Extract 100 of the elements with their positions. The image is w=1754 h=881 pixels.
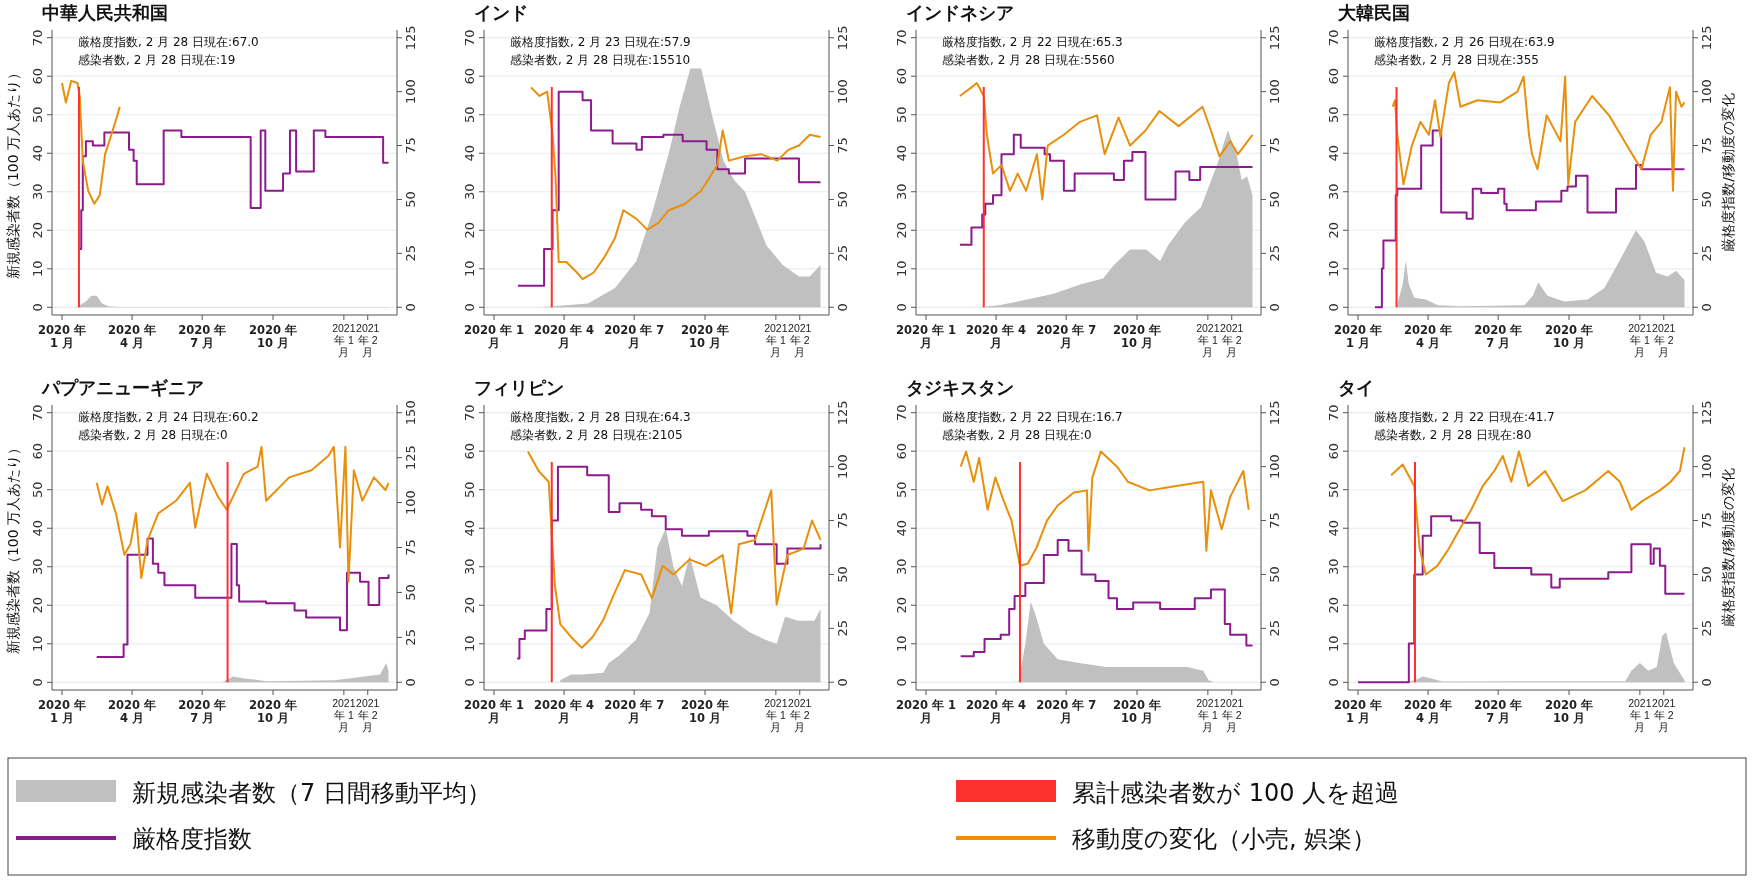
x-tick-label: 2020 年 10 月	[249, 698, 298, 726]
y-tick-label: 30	[1326, 558, 1341, 576]
y2-tick-label: 25	[835, 620, 850, 637]
y-tick-label: 10	[30, 635, 45, 653]
y-tick-label: 30	[30, 183, 45, 201]
y2-tick-label: 0	[403, 678, 418, 687]
y2-tick-label: 100	[403, 79, 418, 105]
y2-tick-label: 75	[1699, 137, 1714, 154]
y-tick-label: 0	[1326, 678, 1341, 687]
y2-tick-label: 0	[835, 303, 850, 312]
y-tick-label: 70	[1326, 404, 1341, 421]
x-tick-label: 2020 年 1 月	[464, 698, 525, 726]
y2-tick-label: 50	[835, 191, 850, 208]
y2-tick-label: 0	[1267, 678, 1282, 687]
line-series	[526, 450, 822, 649]
y-tick-label: 10	[894, 260, 909, 278]
y-tick-label: 20	[1326, 597, 1341, 614]
y2-tick-label: 25	[1267, 245, 1282, 262]
chart-title: タジキスタン	[906, 377, 1014, 398]
y-tick-label: 20	[894, 597, 909, 614]
x-tick-label: 2020 年 4 月	[966, 698, 1027, 726]
y2-tick-label: 25	[1699, 620, 1714, 637]
x-tick-label: 2021 年 2 月	[1220, 322, 1244, 359]
y2-tick-label: 125	[835, 25, 850, 51]
y2-tick-label: 50	[1267, 566, 1282, 583]
y-tick-label: 0	[1326, 303, 1341, 312]
chart-title: インド	[474, 2, 528, 23]
x-tick-label: 2020 年 4 月	[108, 698, 157, 726]
x-tick-label: 2020 年 4 月	[1404, 698, 1453, 726]
y-tick-label: 0	[894, 303, 909, 312]
annotation: 感染者数, 2 月 28 日現在:5560	[942, 53, 1115, 67]
y2-tick-label: 100	[1267, 79, 1282, 105]
y-tick-label: 40	[462, 519, 477, 537]
y-tick-label: 30	[1326, 183, 1341, 201]
chart-title: インドネシア	[906, 2, 1014, 23]
x-tick-label: 2020 年 1 月	[896, 698, 957, 726]
annotation: 感染者数, 2 月 28 日現在:0	[78, 428, 228, 442]
x-tick-label: 2021 年 1 月	[1628, 322, 1652, 359]
y-tick-label: 50	[894, 106, 909, 123]
x-tick-label: 2021 年 2 月	[356, 322, 380, 359]
x-tick-label: 2021 年 1 月	[764, 322, 788, 359]
y2-tick-label: 100	[1699, 79, 1714, 105]
y2-tick-label: 125	[1267, 400, 1282, 426]
line-series	[1391, 71, 1686, 192]
chart-title: パプアニューギニア	[41, 377, 204, 398]
annotation: 感染者数, 2 月 28 日現在:15510	[510, 53, 691, 67]
x-tick-label: 2021 年 1 月	[1196, 322, 1220, 359]
annotation: 厳格度指数, 2 月 22 日現在:41.7	[1374, 410, 1555, 424]
x-tick-label: 2020 年 10 月	[681, 698, 730, 726]
y-tick-label: 20	[30, 597, 45, 614]
x-tick-label: 2021 年 1 月	[764, 697, 788, 734]
y-tick-label: 20	[894, 222, 909, 239]
y-tick-label: 70	[30, 29, 45, 46]
y2-tick-label: 25	[403, 629, 418, 646]
y-tick-label: 60	[1326, 67, 1341, 85]
annotation: 感染者数, 2 月 28 日現在:80	[1374, 428, 1532, 442]
x-tick-label: 2020 年 7 月	[1036, 323, 1097, 351]
chart-title: フィリピン	[474, 377, 564, 398]
y-axis-title: 新規感染者数（100 万人あたり）	[5, 440, 21, 655]
legend-label: 厳格度指数	[132, 825, 252, 853]
y-tick-label: 50	[462, 481, 477, 498]
y2-tick-label: 100	[1699, 454, 1714, 480]
y2-tick-label: 75	[1267, 137, 1282, 154]
y-tick-label: 10	[462, 260, 477, 278]
y-tick-label: 40	[30, 519, 45, 537]
line-series	[959, 450, 1250, 567]
y-tick-label: 60	[894, 67, 909, 85]
x-tick-label: 2020 年 4 月	[108, 323, 157, 351]
y2-tick-label: 125	[1699, 25, 1714, 51]
y-tick-label: 10	[30, 260, 45, 278]
y-tick-label: 70	[894, 404, 909, 421]
y2-tick-label: 25	[835, 245, 850, 262]
x-tick-label: 2020 年 7 月	[1474, 323, 1523, 351]
chart-title: タイ	[1338, 377, 1374, 398]
y-tick-label: 60	[462, 442, 477, 460]
y2-tick-label: 100	[835, 79, 850, 105]
y2-tick-label: 50	[1699, 566, 1714, 583]
y-tick-label: 20	[1326, 222, 1341, 239]
y2-tick-label: 50	[403, 191, 418, 208]
x-tick-label: 2020 年 1 月	[1334, 698, 1383, 726]
y-tick-label: 50	[30, 106, 45, 123]
line-series	[95, 445, 390, 583]
y2-tick-label: 50	[835, 566, 850, 583]
y2-tick-label: 75	[1267, 512, 1282, 529]
y2-axis-title: 厳格度指数/移動度の変化	[1720, 468, 1736, 627]
x-tick-label: 2020 年 10 月	[249, 323, 298, 351]
y-tick-label: 10	[894, 635, 909, 653]
x-tick-label: 2020 年 7 月	[1474, 698, 1523, 726]
x-tick-label: 2020 年 1 月	[38, 323, 87, 351]
chart-title: 中華人民共和国	[42, 2, 168, 23]
y2-tick-label: 75	[403, 539, 418, 556]
x-tick-label: 2020 年 10 月	[681, 323, 730, 351]
y2-tick-label: 0	[835, 678, 850, 687]
x-tick-label: 2021 年 2 月	[1652, 322, 1676, 359]
y-tick-label: 30	[462, 183, 477, 201]
y-tick-label: 40	[894, 519, 909, 537]
annotation: 厳格度指数, 2 月 28 日現在:67.0	[78, 35, 259, 49]
y2-tick-label: 25	[403, 245, 418, 262]
y-tick-label: 0	[462, 303, 477, 312]
y-tick-label: 70	[462, 404, 477, 421]
